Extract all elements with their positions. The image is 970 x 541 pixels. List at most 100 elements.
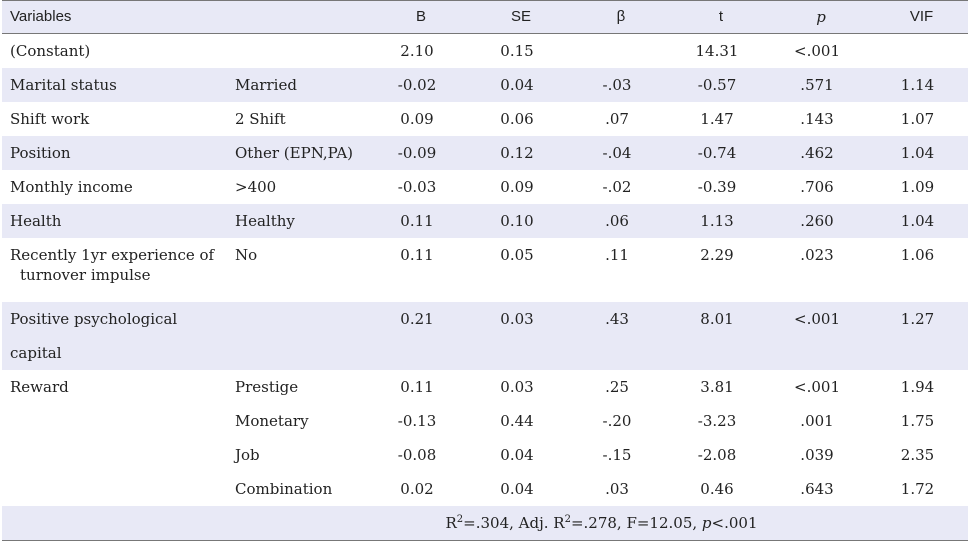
header-se: SE [467, 0, 567, 34]
se-cell: 0.06 [500, 110, 534, 128]
p-cell: <.001 [794, 42, 840, 60]
vif-cell: 1.14 [867, 68, 968, 102]
se-cell: 0.04 [467, 68, 567, 102]
header-category [227, 0, 367, 34]
p-cell: .001 [800, 412, 834, 430]
se-cell: 0.10 [467, 204, 567, 238]
header-t: t [667, 0, 767, 34]
table-row: Recently 1yr experience of turnover impu… [2, 238, 968, 302]
t-cell: 8.01 [667, 302, 767, 370]
variable-cell: Position [2, 136, 227, 170]
table-row: Monthly income >400 -0.03 0.09 -.02 -0.3… [2, 170, 968, 204]
variable-cell: Reward [10, 378, 69, 396]
footer-row: R2=.304, Adj. R2=.278, F=12.05, p<.001 [2, 506, 968, 541]
variable-cell: Recently 1yr experience of turnover impu… [2, 238, 227, 302]
beta-cell: .06 [567, 204, 667, 238]
p-cell: <.001 [767, 302, 867, 370]
p-cell: .462 [767, 136, 867, 170]
beta-cell: .11 [605, 246, 629, 264]
b-cell: -0.03 [397, 178, 437, 196]
category-cell: >400 [235, 178, 277, 196]
variable-cell: Health [2, 204, 227, 238]
variable-cell [2, 472, 227, 506]
t-cell: -0.57 [667, 68, 767, 102]
t-cell: -0.74 [667, 136, 767, 170]
header-row: Variables B SE β t p VIF [2, 0, 968, 34]
p-cell: .023 [800, 246, 834, 264]
table-row: Monetary -0.13 0.44 -.20 -3.23 .001 1.75 [2, 404, 968, 438]
se-cell: 0.09 [500, 178, 534, 196]
beta-cell: .25 [605, 378, 629, 396]
t-cell: -2.08 [697, 446, 737, 464]
b-cell: 0.11 [367, 204, 467, 238]
p-cell: <.001 [794, 378, 840, 396]
beta-cell: -.04 [567, 136, 667, 170]
t-cell: 1.47 [700, 110, 734, 128]
category-cell: 2 Shift [235, 110, 286, 128]
table-row: (Constant) 2.10 0.15 14.31 <.001 [2, 34, 968, 69]
header-vif: VIF [867, 0, 968, 34]
table-row: Position Other (EPN,PA) -0.09 0.12 -.04 … [2, 136, 968, 170]
table-row: Combination 0.02 0.04 .03 0.46 .643 1.72 [2, 472, 968, 506]
vif-cell: 1.75 [900, 412, 935, 430]
b-cell: -0.08 [397, 446, 437, 464]
variable-cell: Marital status [2, 68, 227, 102]
b-cell: 0.02 [400, 480, 434, 498]
category-cell: Combination [235, 480, 333, 498]
table-row: Positive psychological capital 0.21 0.03… [2, 302, 968, 370]
variable-line: Recently 1yr experience of [10, 246, 215, 264]
p-cell: .039 [800, 446, 834, 464]
table-row: Shift work 2 Shift 0.09 0.06 .07 1.47 .1… [2, 102, 968, 136]
t-cell: 2.29 [700, 246, 734, 264]
table-row: Marital status Married -0.02 0.04 -.03 -… [2, 68, 968, 102]
header-variables: Variables [2, 0, 227, 34]
se-cell: 0.12 [467, 136, 567, 170]
b-cell: -0.13 [397, 412, 437, 430]
vif-cell: 1.72 [900, 480, 935, 498]
model-fit-summary: R2=.304, Adj. R2=.278, F=12.05, p<.001 [227, 506, 968, 541]
se-cell: 0.03 [500, 378, 534, 396]
b-cell: 0.11 [400, 378, 434, 396]
p-cell: .706 [800, 178, 834, 196]
vif-cell: 1.04 [867, 136, 968, 170]
t-cell: -0.39 [697, 178, 737, 196]
beta-cell: -.15 [602, 446, 632, 464]
vif-cell: 1.27 [867, 302, 968, 370]
beta-cell [567, 34, 667, 69]
vif-cell: 1.04 [867, 204, 968, 238]
category-cell: Job [235, 446, 260, 464]
header-b: B [367, 0, 467, 34]
se-cell: 0.04 [500, 480, 534, 498]
vif-cell: 1.09 [900, 178, 935, 196]
table-row: Reward Prestige 0.11 0.03 .25 3.81 <.001… [2, 370, 968, 404]
beta-cell: -.20 [602, 412, 632, 430]
category-cell: Prestige [235, 378, 299, 396]
t-cell: 14.31 [695, 42, 739, 60]
category-cell: No [235, 246, 258, 264]
b-cell: 0.11 [400, 246, 434, 264]
t-cell: -3.23 [697, 412, 737, 430]
variable-cell: (Constant) [10, 42, 91, 60]
b-cell: 2.10 [400, 42, 434, 60]
b-cell: -0.09 [367, 136, 467, 170]
se-cell: 0.15 [500, 42, 534, 60]
se-cell: 0.44 [500, 412, 534, 430]
header-p: p [767, 0, 867, 34]
t-cell: 1.13 [667, 204, 767, 238]
se-cell: 0.03 [467, 302, 567, 370]
p-cell: .143 [800, 110, 834, 128]
category-cell: Monetary [235, 412, 309, 430]
t-cell: 0.46 [700, 480, 734, 498]
category-cell [227, 34, 367, 69]
variable-cell: Positive psychological capital [2, 302, 227, 370]
vif-cell: 1.06 [900, 246, 935, 264]
table-row: Health Healthy 0.11 0.10 .06 1.13 .260 1… [2, 204, 968, 238]
variable-cell: Monthly income [10, 178, 133, 196]
variable-cell [2, 404, 227, 438]
vif-cell: 1.94 [900, 378, 935, 396]
beta-cell: -.02 [602, 178, 632, 196]
b-cell: 0.09 [400, 110, 434, 128]
category-cell: Other (EPN,PA) [227, 136, 367, 170]
b-cell: 0.21 [367, 302, 467, 370]
